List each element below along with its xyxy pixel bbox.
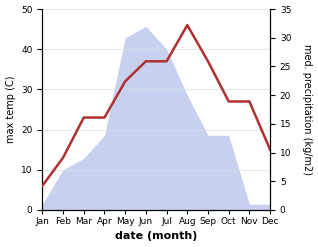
X-axis label: date (month): date (month) bbox=[115, 231, 197, 242]
Y-axis label: max temp (C): max temp (C) bbox=[5, 76, 16, 143]
Y-axis label: med. precipitation (kg/m2): med. precipitation (kg/m2) bbox=[302, 44, 313, 175]
